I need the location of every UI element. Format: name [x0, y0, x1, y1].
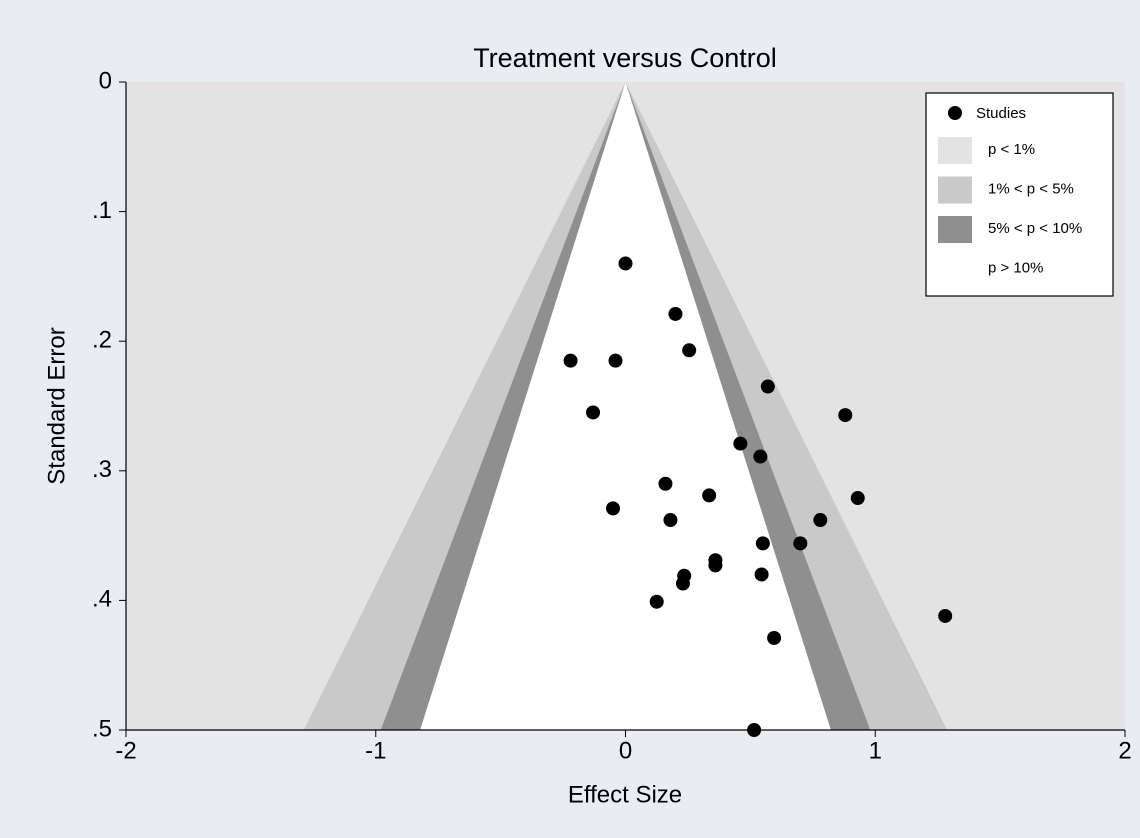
- legend-label: Studies: [976, 105, 1026, 122]
- study-point: [793, 536, 808, 551]
- x-tick-label: 2: [1118, 737, 1131, 764]
- legend-label: 5% < p < 10%: [988, 220, 1082, 237]
- y-tick-label: .1: [92, 197, 112, 224]
- study-point: [747, 723, 762, 737]
- study-point: [760, 379, 775, 394]
- study-point: [608, 353, 623, 368]
- x-tick-label: -1: [365, 737, 386, 764]
- x-tick-label: -2: [115, 737, 136, 764]
- x-tick-label: 1: [869, 737, 882, 764]
- study-point: [753, 449, 768, 464]
- y-tick-label: .5: [92, 715, 112, 742]
- study-point: [586, 405, 601, 420]
- study-point: [668, 306, 683, 321]
- legend-label: 1% < p < 5%: [988, 180, 1074, 197]
- study-point: [702, 488, 717, 503]
- legend-swatch: [938, 137, 972, 164]
- study-point: [813, 513, 828, 528]
- study-point: [606, 501, 621, 516]
- study-point: [755, 536, 770, 551]
- y-tick-label: .4: [92, 586, 112, 613]
- study-point: [682, 343, 697, 358]
- study-point: [618, 256, 633, 271]
- study-point: [733, 436, 748, 451]
- contour-region: [420, 82, 831, 730]
- x-tick-label: 0: [619, 737, 632, 764]
- x-axis-label: Effect Size: [568, 781, 682, 808]
- y-tick-label: .2: [92, 327, 112, 354]
- legend-marker: [948, 106, 962, 120]
- study-point: [675, 576, 690, 591]
- study-point: [708, 558, 723, 573]
- study-point: [658, 476, 673, 491]
- study-point: [563, 353, 578, 368]
- y-axis-label: Standard Error: [43, 327, 70, 484]
- study-point: [767, 630, 782, 645]
- legend-label: p < 1%: [988, 141, 1035, 158]
- y-tick-label: .3: [92, 456, 112, 483]
- chart-title: Treatment versus Control: [473, 43, 777, 73]
- study-point: [850, 491, 865, 506]
- study-point: [938, 608, 953, 623]
- y-tick-label: 0: [99, 67, 112, 94]
- study-point: [649, 594, 664, 609]
- study-point: [838, 408, 853, 423]
- study-point: [754, 567, 769, 582]
- study-point: [663, 513, 678, 528]
- legend-swatch: [938, 176, 972, 204]
- legend-label: p > 10%: [988, 259, 1043, 276]
- legend-swatch: [938, 255, 972, 283]
- legend-swatch: [938, 216, 972, 243]
